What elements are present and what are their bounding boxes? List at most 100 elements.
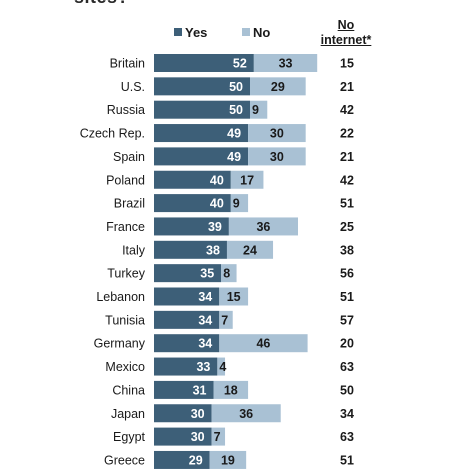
bar-yes (154, 334, 220, 353)
bar-no-label: 29 (271, 80, 285, 94)
category-label: Italy (122, 243, 146, 257)
bar-no-label: 8 (223, 267, 230, 281)
no-internet-value: 21 (340, 80, 354, 94)
bar-no (219, 310, 233, 329)
bar-yes-label: 40 (210, 173, 224, 187)
category-label: China (112, 383, 145, 397)
bar-yes (154, 194, 231, 213)
bar-yes (154, 100, 250, 119)
bar-yes-label: 49 (227, 127, 241, 141)
category-label: Tunisia (105, 313, 145, 327)
bar-yes (154, 357, 218, 376)
legend-yes: Yes (174, 25, 207, 40)
bar-no-label: 9 (233, 197, 240, 211)
bar-yes-label: 49 (227, 150, 241, 164)
no-internet-value: 50 (340, 383, 354, 397)
no-internet-value: 63 (340, 360, 354, 374)
bar-no (248, 124, 306, 143)
bar-yes-label: 34 (198, 313, 212, 327)
no-internet-value: 21 (340, 150, 354, 164)
bar-yes-label: 40 (210, 197, 224, 211)
bar-yes-label: 34 (198, 337, 212, 351)
bar-no-label: 18 (224, 383, 238, 397)
category-label: France (106, 220, 145, 234)
bar-no-label: 7 (221, 313, 228, 327)
no-internet-value: 34 (340, 407, 354, 421)
no-internet-value: 38 (340, 243, 354, 257)
bar-yes-label: 34 (198, 290, 212, 304)
no-internet-value: 25 (340, 220, 354, 234)
no-internet-value: 20 (340, 337, 354, 351)
bar-yes-label: 50 (229, 103, 243, 117)
bar-yes (154, 380, 214, 399)
bar-no-label: 46 (256, 337, 270, 351)
category-label: Lebanon (96, 290, 145, 304)
bar-yes-label: 50 (229, 80, 243, 94)
bar-yes (154, 287, 220, 306)
bar-no (253, 54, 318, 72)
bar-yes-label: 30 (191, 407, 205, 421)
no-internet-header-line2: internet* (320, 33, 372, 47)
bar-yes (154, 264, 222, 283)
no-internet-value: 22 (340, 127, 354, 141)
bar-no-label: 30 (270, 150, 284, 164)
category-label: Turkey (107, 267, 145, 281)
legend-no-swatch (242, 28, 250, 36)
bar-no (209, 450, 247, 469)
bar-yes (154, 427, 212, 446)
no-internet-value: 51 (340, 453, 354, 467)
bar-no (217, 357, 226, 376)
no-internet-value: 51 (340, 290, 354, 304)
bar-no (226, 240, 274, 259)
category-label: Germany (94, 337, 146, 351)
bar-no-label: 36 (239, 407, 253, 421)
bar-yes (154, 147, 249, 166)
bar-no-label: 24 (243, 243, 257, 257)
bar-no (248, 147, 306, 166)
bar-no (219, 334, 308, 353)
bar-no (228, 217, 298, 236)
bar-yes (154, 54, 254, 72)
category-label: U.S. (121, 80, 145, 94)
no-internet-value: 42 (340, 103, 354, 117)
no-internet-value: 57 (340, 313, 354, 327)
bar-yes (154, 124, 249, 143)
bar-yes-label: 52 (233, 57, 247, 71)
legend-no: No (242, 25, 270, 40)
category-label: Egypt (113, 430, 145, 444)
bar-yes (154, 240, 227, 259)
bar-no-label: 15 (227, 290, 241, 304)
bar-no (211, 427, 226, 446)
bar-no (230, 194, 249, 213)
bar-yes-label: 29 (189, 453, 203, 467)
bar-no-label: 33 (279, 57, 293, 71)
bar-yes (154, 77, 250, 96)
no-internet-header-line1: No (337, 18, 355, 32)
chart-title-fragment: sites? (74, 0, 129, 8)
category-label: Russia (107, 103, 145, 117)
legend-yes-swatch (174, 28, 182, 36)
bar-yes (154, 450, 210, 469)
bar-no-label: 36 (256, 220, 270, 234)
bar-no-label: 4 (219, 360, 226, 374)
bar-yes-label: 30 (191, 430, 205, 444)
bar-no-label: 19 (221, 453, 235, 467)
bar-yes (154, 310, 220, 329)
no-internet-value: 42 (340, 173, 354, 187)
category-label: Czech Rep. (80, 127, 145, 141)
legend-no-label: No (253, 25, 271, 40)
bar-no (230, 170, 264, 189)
no-internet-value: 63 (340, 430, 354, 444)
legend-yes-label: Yes (185, 25, 208, 40)
bar-yes (154, 404, 212, 423)
bar-no (213, 380, 249, 399)
bar-no (250, 77, 306, 96)
bar-yes (154, 170, 231, 189)
bar-no-label: 9 (252, 103, 259, 117)
bar-no-label: 7 (214, 430, 221, 444)
bar-no-label: 17 (240, 173, 254, 187)
category-label: Greece (104, 453, 145, 467)
no-internet-value: 56 (340, 267, 354, 281)
bar-no (221, 264, 237, 283)
